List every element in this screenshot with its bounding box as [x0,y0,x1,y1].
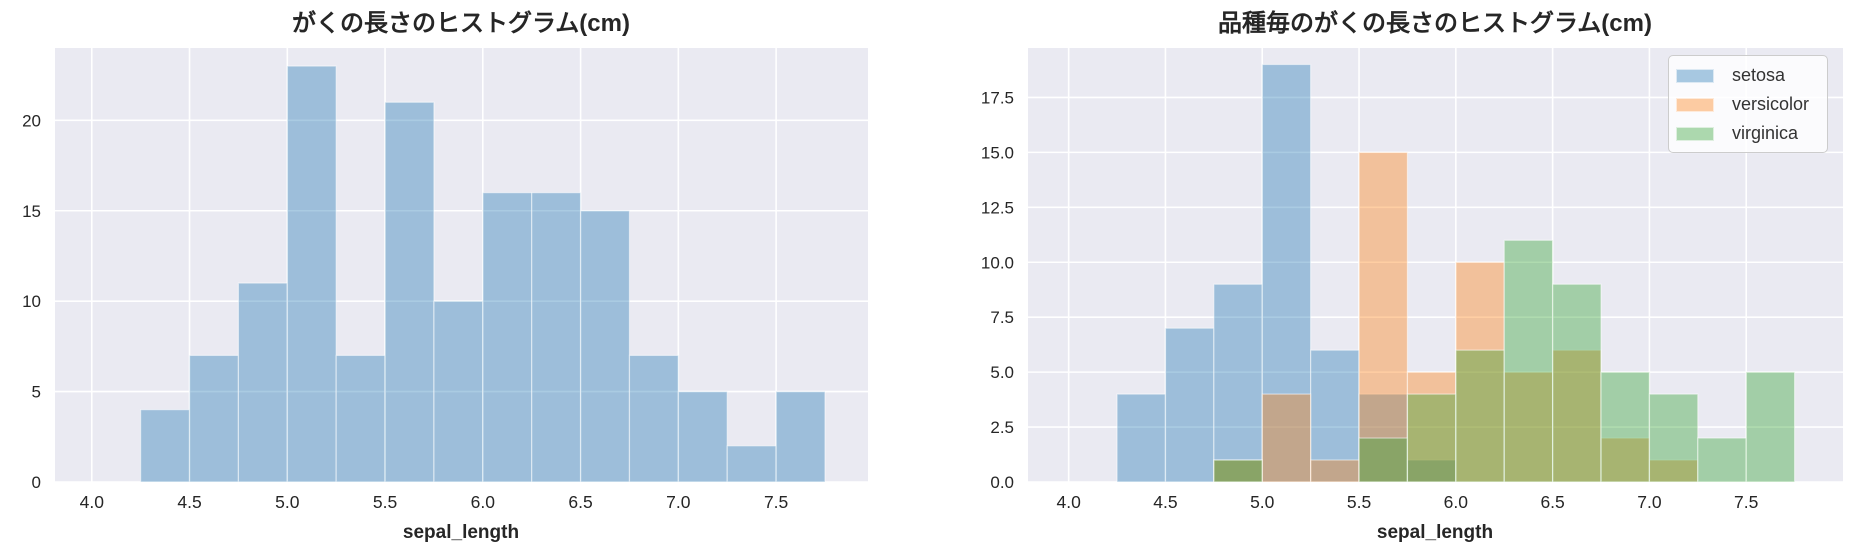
histogram-bar-virginica [1455,349,1505,483]
left-chart-x-tick-label: 6.0 [471,492,496,512]
histogram-bar-sepal_length [726,445,777,483]
right-chart-y-tick-label: 10.0 [981,253,1014,272]
right-chart-title: 品種毎のがくの長さのヒストグラム(cm) [1218,10,1652,37]
left-chart-y-tick-label: 10 [22,292,41,311]
histogram-bar-virginica [1406,393,1457,483]
histogram-bar-setosa [1116,393,1167,483]
legend-item-virginica: virginica [1669,119,1827,148]
left-chart-x-tick-label: 7.5 [764,492,788,512]
legend-label-versicolor: versicolor [1732,94,1810,114]
histogram-bar-sepal_length [433,300,484,483]
histogram-bar-virginica [1213,459,1263,483]
histogram-bar-sepal_length [140,409,191,483]
right-chart-y-tick-label: 2.5 [990,418,1014,437]
setosa-color-swatch-icon [1676,68,1714,83]
right-chart-y-tick-label: 0.0 [990,473,1014,492]
legend-label-virginica: virginica [1732,123,1799,143]
histogram-bar-sepal_length [531,192,582,483]
versicolor-color-swatch-icon [1676,97,1714,112]
histogram-bar-versicolor [1358,151,1409,483]
right-chart-x-tick-label: 6.0 [1444,492,1469,512]
legend-item-setosa: setosa [1669,61,1827,90]
histogram-bar-virginica [1503,239,1554,483]
left-chart-title: がくの長さのヒストグラム(cm) [292,10,630,37]
right-x-axis-label: sepal_length [1376,522,1494,543]
left-chart-y-tick-label: 0 [32,473,41,492]
histogram-bar-virginica [1552,283,1602,483]
histogram-bar-versicolor [1261,393,1312,483]
histogram-bar-sepal_length [286,65,337,483]
left-chart-x-tick-label: 7.0 [666,492,691,512]
right-chart-y-tick-label: 5.0 [990,363,1014,382]
right-chart-y-tick-label: 12.5 [981,198,1014,217]
right-chart-x-tick-label: 5.0 [1250,492,1275,512]
right-chart-x-tick-label: 7.5 [1734,492,1758,512]
histogram-bar-sepal_length [384,101,435,483]
legend-item-versicolor: versicolor [1669,90,1827,119]
right-chart-x-tick-label: 6.5 [1540,492,1564,512]
histogram-bar-sepal_length [335,354,386,483]
left-chart-y-tick-label: 20 [22,111,41,130]
histogram-bar-sepal_length [188,354,240,483]
histogram-bar-sepal_length [628,354,679,483]
histogram-bar-sepal_length [237,282,288,483]
left-chart-y-tick-label: 15 [22,202,41,221]
histogram-bar-virginica [1358,437,1409,483]
histogram-bar-setosa [1261,63,1312,483]
histogram-bar-setosa [1164,327,1215,483]
histogram-bar-virginica [1697,437,1747,483]
histogram-bar-sepal_length [775,390,826,483]
legend-label-setosa: setosa [1732,65,1786,85]
histogram-bar-versicolor [1503,371,1554,483]
left-chart-x-tick-label: 5.0 [275,492,300,512]
histogram-bar-virginica [1600,371,1651,483]
left-chart-y-tick-label: 5 [32,383,41,402]
histogram-bar-sepal_length [579,210,631,483]
histogram-bar-sepal_length [677,390,728,483]
right-chart-y-tick-label: 7.5 [990,308,1014,327]
histogram-bar-virginica [1648,393,1699,483]
left-chart-x-tick-label: 6.5 [568,492,592,512]
left-chart-x-tick-label: 5.5 [373,492,397,512]
left-x-axis-label: sepal_length [402,522,520,543]
right-chart-x-tick-label: 7.0 [1637,492,1662,512]
histogram-bar-setosa [1213,283,1263,483]
left-chart-x-tick-label: 4.5 [177,492,201,512]
histogram-bar-versicolor [1310,459,1360,483]
legend: setosa versicolor virginica [1668,55,1828,153]
right-chart-x-tick-label: 4.0 [1056,492,1081,512]
right-chart-x-tick-label: 4.5 [1153,492,1177,512]
right-chart-x-tick-label: 5.5 [1347,492,1371,512]
right-chart-y-tick-label: 15.0 [981,143,1014,162]
virginica-color-swatch-icon [1676,126,1714,141]
histogram-bar-sepal_length [482,192,533,483]
histogram-bar-versicolor [1455,261,1505,483]
histogram-bar-virginica [1745,371,1796,483]
left-chart-x-tick-label: 4.0 [80,492,105,512]
right-chart-y-tick-label: 17.5 [981,88,1014,107]
